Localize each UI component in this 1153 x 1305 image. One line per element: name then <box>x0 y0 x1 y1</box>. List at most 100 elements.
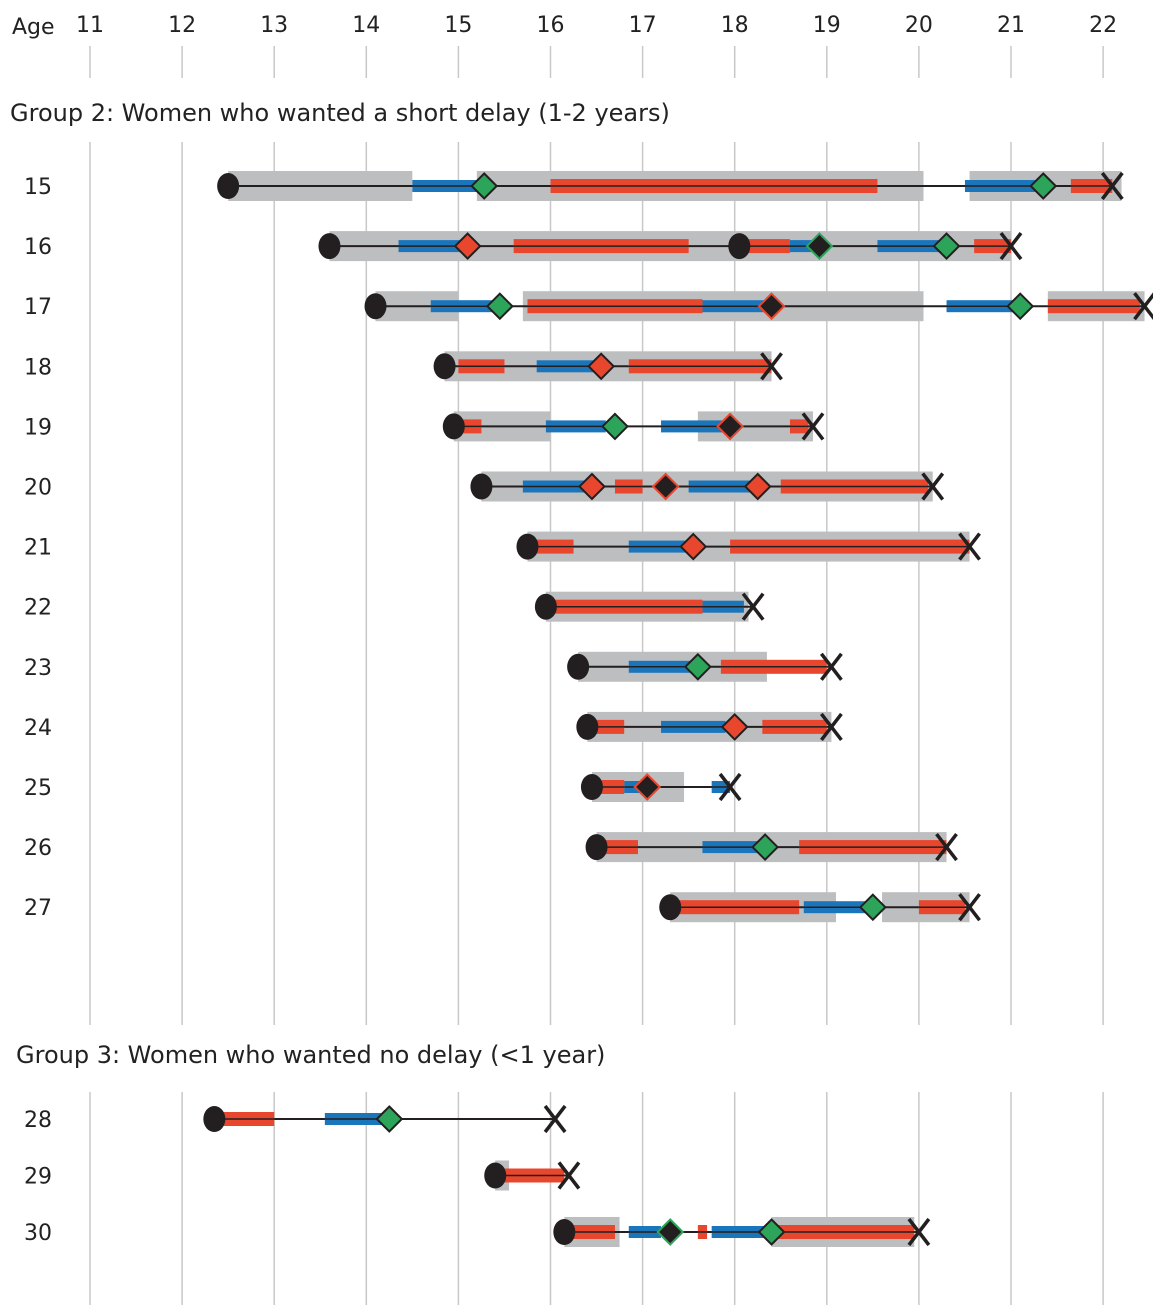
tick-label-14: 14 <box>352 13 380 38</box>
end-x-30 <box>907 1217 931 1247</box>
row-label-22: 22 <box>24 596 52 621</box>
row-label-18: 18 <box>24 355 52 380</box>
end-x-21 <box>958 532 981 561</box>
end-x-20 <box>921 472 945 501</box>
row-label-19: 19 <box>24 415 52 440</box>
marker-20-2-red-diamond <box>743 472 772 501</box>
timeline-row-18: 18 <box>24 351 783 382</box>
start-dot-16 <box>318 233 341 260</box>
end-x-stroke-b-15 <box>1100 171 1124 201</box>
age-axis: Age 11 12 13 14 15 16 17 18 19 20 21 22 <box>12 13 1117 40</box>
tick-label-20: 20 <box>905 13 933 38</box>
grid-lines <box>89 46 1104 1305</box>
start-dot-28 <box>203 1106 226 1132</box>
start-dot-21 <box>516 533 539 560</box>
tick-label-13: 13 <box>260 13 288 38</box>
marker-24-0-red-diamond <box>720 712 749 741</box>
end-x-16 <box>999 232 1023 261</box>
start-dot-19 <box>442 413 465 440</box>
end-x-18 <box>760 352 783 381</box>
end-x-27 <box>958 893 981 922</box>
start-dot-26 <box>585 834 608 861</box>
timeline-row-30: 30 <box>24 1217 931 1247</box>
end-x-26 <box>935 833 958 862</box>
row-label-21: 21 <box>24 536 52 561</box>
row-label-24: 24 <box>24 716 52 741</box>
end-x-stroke-b-20 <box>921 472 945 501</box>
row-label-28: 28 <box>24 1108 52 1133</box>
timeline-row-28: 28 <box>24 1104 567 1134</box>
row-label-23: 23 <box>24 656 52 681</box>
marker-16-3-green-diamond <box>932 232 961 261</box>
timeline-row-22: 22 <box>24 591 765 622</box>
marker-16-2-black-green-diamond <box>805 232 834 261</box>
marker-16-1-dot <box>728 233 751 260</box>
end-x-stroke-b-29 <box>557 1161 581 1190</box>
timeline-row-27: 27 <box>24 892 981 923</box>
end-x-stroke-b-27 <box>958 893 981 922</box>
end-x-28 <box>543 1104 567 1134</box>
marker-17-0-green-diamond <box>485 292 514 321</box>
start-dot-20 <box>470 473 493 500</box>
row-label-25: 25 <box>24 776 52 801</box>
group-titles: Group 2: Women who wanted a short delay … <box>10 99 670 1069</box>
timeline-row-23: 23 <box>24 651 843 682</box>
end-x-stroke-b-21 <box>958 532 981 561</box>
row-label-20: 20 <box>24 476 52 501</box>
end-x-23 <box>820 652 843 681</box>
tick-label-18: 18 <box>721 13 749 38</box>
end-x-19 <box>801 412 825 441</box>
start-dot-30 <box>553 1219 576 1245</box>
timeline-row-16: 16 <box>24 231 1023 262</box>
start-dot-27 <box>659 894 682 921</box>
marker-28-0-green-diamond <box>375 1105 404 1133</box>
tick-label-16: 16 <box>537 13 565 38</box>
start-dot-22 <box>534 593 557 620</box>
start-dot-18 <box>433 353 456 380</box>
timeline-row-29: 29 <box>24 1160 581 1191</box>
start-dot-29 <box>484 1162 507 1189</box>
tick-label-11: 11 <box>76 13 104 38</box>
start-dot-17 <box>364 293 387 320</box>
timeline-row-25: 25 <box>24 772 742 802</box>
end-x-stroke-b-24 <box>820 712 843 741</box>
tick-label-21: 21 <box>997 13 1025 38</box>
row-label-17: 17 <box>24 295 52 320</box>
marker-18-0-red-diamond <box>587 352 616 381</box>
end-x-22 <box>741 592 765 621</box>
tick-label-12: 12 <box>168 13 196 38</box>
end-x-stroke-b-26 <box>935 833 958 862</box>
marker-30-1-green-diamond <box>757 1218 786 1246</box>
timeline-row-24: 24 <box>24 711 843 742</box>
marker-20-1-black-red-diamond <box>651 472 680 501</box>
end-x-stroke-b-30 <box>907 1217 931 1247</box>
marker-26-0-green-diamond <box>751 833 780 862</box>
marker-15-0-green-diamond <box>470 172 499 200</box>
end-x-25 <box>718 772 742 802</box>
end-x-stroke-b-23 <box>820 652 843 681</box>
marker-23-0-green-diamond <box>683 652 712 681</box>
row-label-16: 16 <box>24 235 52 260</box>
end-x-29 <box>557 1161 581 1190</box>
row-label-29: 29 <box>24 1165 52 1190</box>
end-x-15 <box>1100 171 1124 201</box>
marker-20-0-red-diamond <box>578 472 606 501</box>
start-dot-23 <box>567 653 590 680</box>
row-label-27: 27 <box>24 896 52 921</box>
row-label-30: 30 <box>24 1221 52 1246</box>
end-x-stroke-b-25 <box>718 772 742 802</box>
tick-label-22: 22 <box>1089 13 1117 38</box>
axis-label-age: Age <box>12 15 55 40</box>
marker-19-0-green-diamond <box>601 412 629 441</box>
marker-16-0-red-diamond <box>453 232 482 261</box>
timeline-row-26: 26 <box>24 832 958 863</box>
timeline-row-20: 20 <box>24 471 945 502</box>
tick-label-17: 17 <box>629 13 657 38</box>
marker-15-1-green-diamond <box>1029 172 1058 200</box>
end-x-stroke-b-18 <box>760 352 783 381</box>
marker-21-0-red-diamond <box>679 532 708 561</box>
marker-25-0-black-red-diamond <box>633 773 662 801</box>
marker-30-0-black-green-diamond <box>656 1218 685 1246</box>
marker-17-2-green-diamond <box>1006 292 1035 321</box>
